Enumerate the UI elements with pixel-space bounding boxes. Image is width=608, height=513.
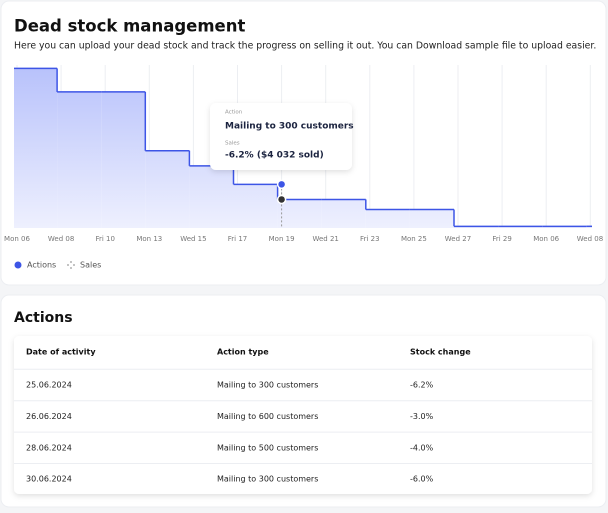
area bbox=[233, 184, 278, 228]
area bbox=[586, 226, 592, 228]
area bbox=[14, 68, 58, 229]
table-cell: -3.0% bbox=[410, 412, 434, 421]
column-header: Date of activity bbox=[26, 348, 96, 357]
legend-label[interactable]: Sales bbox=[80, 261, 101, 270]
tooltip-label: Sales bbox=[225, 141, 240, 147]
x-tick-label: Mon 06 bbox=[533, 235, 559, 243]
x-tick-label: Wed 15 bbox=[180, 235, 206, 243]
table-cell: Mailing to 300 customers bbox=[217, 475, 318, 484]
x-tick-label: Wed 21 bbox=[312, 235, 338, 243]
x-tick-label: Wed 27 bbox=[445, 235, 471, 243]
x-tick-label: Mon 25 bbox=[401, 235, 427, 243]
area bbox=[101, 91, 146, 228]
table-cell: 26.06.2024 bbox=[26, 412, 72, 421]
chart: Mon 06 Wed 08 Fri 10 Mon 13 Wed 15 Fri 17 Mon … bbox=[4, 65, 603, 243]
area bbox=[498, 226, 543, 228]
column-header: Action type bbox=[217, 348, 269, 357]
x-tick-label: Wed 08 bbox=[577, 235, 603, 243]
area bbox=[145, 150, 190, 228]
table-cell: Mailing to 500 customers bbox=[217, 443, 318, 452]
area bbox=[454, 226, 499, 228]
tooltip-value: Mailing to 300 customers bbox=[225, 122, 354, 132]
table-cell: 28.06.2024 bbox=[26, 443, 72, 452]
tooltip-label: Action bbox=[225, 110, 243, 116]
x-tick-label: Mon 13 bbox=[136, 235, 162, 243]
subtitle: Here you can upload your dead stock and … bbox=[14, 41, 596, 52]
column-header: Stock change bbox=[410, 348, 471, 357]
table-body: Date of activity Action type Stock change 2… bbox=[14, 348, 592, 484]
legend-marker bbox=[14, 261, 22, 269]
x-tick-label: Fri 23 bbox=[360, 235, 379, 243]
table-cell: Mailing to 300 customers bbox=[217, 381, 318, 390]
sales-point bbox=[276, 194, 287, 205]
tooltip: Action Mailing to 300 customers Sales -6… bbox=[210, 103, 354, 170]
legend-marker bbox=[67, 261, 75, 269]
tooltip-value: -6.2% ($4 032 sold) bbox=[225, 151, 324, 161]
table-cell: -6.0% bbox=[410, 475, 434, 484]
x-tick-label: Mon 19 bbox=[269, 235, 295, 243]
x-tick-label: Wed 08 bbox=[48, 235, 74, 243]
page-title: Dead stock management bbox=[14, 17, 245, 36]
table-cell: 25.06.2024 bbox=[26, 381, 72, 390]
area bbox=[321, 199, 366, 228]
tooltip-box bbox=[210, 103, 352, 170]
legend-label[interactable]: Actions bbox=[27, 261, 56, 270]
x-tick-label: Fri 29 bbox=[492, 235, 511, 243]
table-cell: -4.0% bbox=[410, 443, 434, 452]
x-tick-label: Mon 06 bbox=[4, 235, 30, 243]
area bbox=[57, 91, 102, 228]
area bbox=[277, 199, 322, 228]
table-cell: -6.2% bbox=[410, 381, 434, 390]
area bbox=[365, 209, 410, 228]
area bbox=[542, 226, 587, 228]
table bbox=[14, 336, 592, 494]
action-point bbox=[276, 179, 287, 190]
x-tick-label: Fri 10 bbox=[95, 235, 114, 243]
section-title: Actions bbox=[14, 310, 73, 326]
area bbox=[189, 165, 234, 228]
table-cell: 30.06.2024 bbox=[26, 475, 72, 484]
area bbox=[409, 209, 454, 228]
table-cell: Mailing to 600 customers bbox=[217, 412, 318, 421]
x-tick-label: Fri 17 bbox=[228, 235, 247, 243]
